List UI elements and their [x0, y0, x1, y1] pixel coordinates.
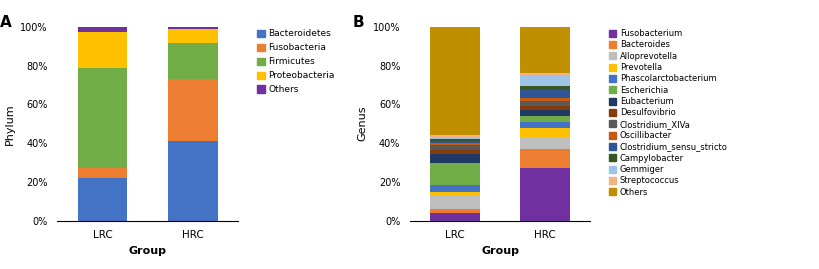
- Bar: [168, 43, 217, 79]
- Bar: [430, 27, 479, 135]
- Bar: [520, 110, 569, 116]
- Bar: [430, 135, 479, 137]
- Bar: [520, 128, 569, 137]
- Bar: [520, 106, 569, 110]
- Bar: [430, 143, 479, 145]
- Bar: [430, 193, 479, 196]
- Bar: [430, 209, 479, 213]
- Bar: [430, 154, 479, 164]
- Bar: [430, 185, 479, 193]
- Bar: [430, 213, 479, 221]
- Bar: [78, 68, 127, 168]
- Bar: [430, 150, 479, 154]
- Y-axis label: Phylum: Phylum: [5, 103, 15, 144]
- Bar: [430, 145, 479, 150]
- X-axis label: Group: Group: [481, 246, 518, 256]
- Bar: [520, 122, 569, 128]
- Bar: [430, 141, 479, 143]
- Bar: [520, 137, 569, 149]
- Bar: [520, 90, 569, 98]
- Bar: [520, 116, 569, 122]
- Bar: [430, 139, 479, 141]
- Y-axis label: Genus: Genus: [357, 106, 367, 141]
- Bar: [168, 29, 217, 43]
- Bar: [520, 75, 569, 86]
- Text: B: B: [352, 15, 364, 30]
- Bar: [520, 168, 569, 221]
- Bar: [520, 73, 569, 75]
- Bar: [168, 141, 217, 221]
- Legend: Fusobacterium, Bacteroides, Alloprevotella, Prevotella, Phascolarctobacterium, E: Fusobacterium, Bacteroides, Alloprevotel…: [609, 29, 726, 197]
- Bar: [520, 149, 569, 168]
- Bar: [520, 98, 569, 101]
- Bar: [430, 164, 479, 185]
- Bar: [430, 137, 479, 139]
- Bar: [520, 86, 569, 90]
- Bar: [520, 21, 569, 73]
- Bar: [78, 32, 127, 68]
- Bar: [78, 168, 127, 178]
- Bar: [168, 79, 217, 141]
- Text: A: A: [0, 15, 11, 30]
- Bar: [78, 27, 127, 32]
- Legend: Bacteroidetes, Fusobacteria, Firmicutes, Proteobacteria, Others: Bacteroidetes, Fusobacteria, Firmicutes,…: [256, 30, 334, 94]
- Bar: [430, 196, 479, 209]
- Bar: [168, 27, 217, 29]
- Bar: [78, 178, 127, 221]
- X-axis label: Group: Group: [129, 246, 166, 256]
- Bar: [520, 101, 569, 106]
